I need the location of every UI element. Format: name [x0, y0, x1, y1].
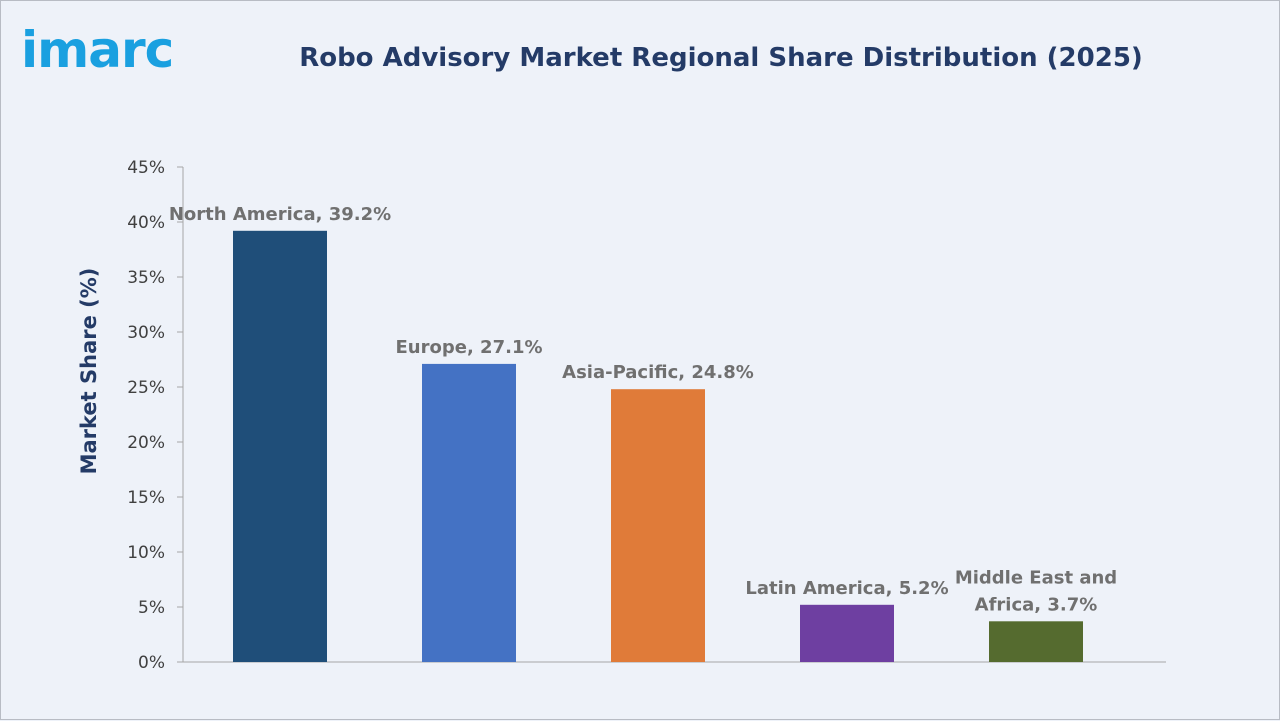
- data-label: Asia-Pacific, 24.8%: [562, 362, 754, 383]
- data-label: Latin America, 5.2%: [745, 578, 948, 599]
- bar-north-america: [233, 230, 327, 663]
- data-label: Africa, 3.7%: [975, 594, 1098, 615]
- bar-middle-east-and-africa: [989, 621, 1083, 662]
- y-tick-label: 45%: [127, 158, 165, 178]
- bar-europe: [422, 363, 516, 662]
- data-label: Middle East and: [955, 567, 1117, 588]
- bar-asia-pacific: [611, 389, 705, 662]
- data-label: Europe, 27.1%: [396, 337, 543, 358]
- y-tick-label: 15%: [127, 488, 165, 508]
- y-tick-label: 40%: [127, 213, 165, 233]
- chart-title: Robo Advisory Market Regional Share Dist…: [299, 43, 1143, 73]
- y-tick-label: 20%: [127, 433, 165, 453]
- y-tick-label: 0%: [138, 653, 165, 673]
- bar-latin-america: [800, 604, 894, 662]
- imarc-logo: imarc: [21, 21, 174, 79]
- data-label: North America, 39.2%: [169, 204, 391, 225]
- y-tick-label: 35%: [127, 268, 165, 288]
- y-tick-label: 5%: [138, 598, 165, 618]
- y-tick-label: 10%: [127, 543, 165, 563]
- y-tick-label: 30%: [127, 323, 165, 343]
- y-tick-label: 25%: [127, 378, 165, 398]
